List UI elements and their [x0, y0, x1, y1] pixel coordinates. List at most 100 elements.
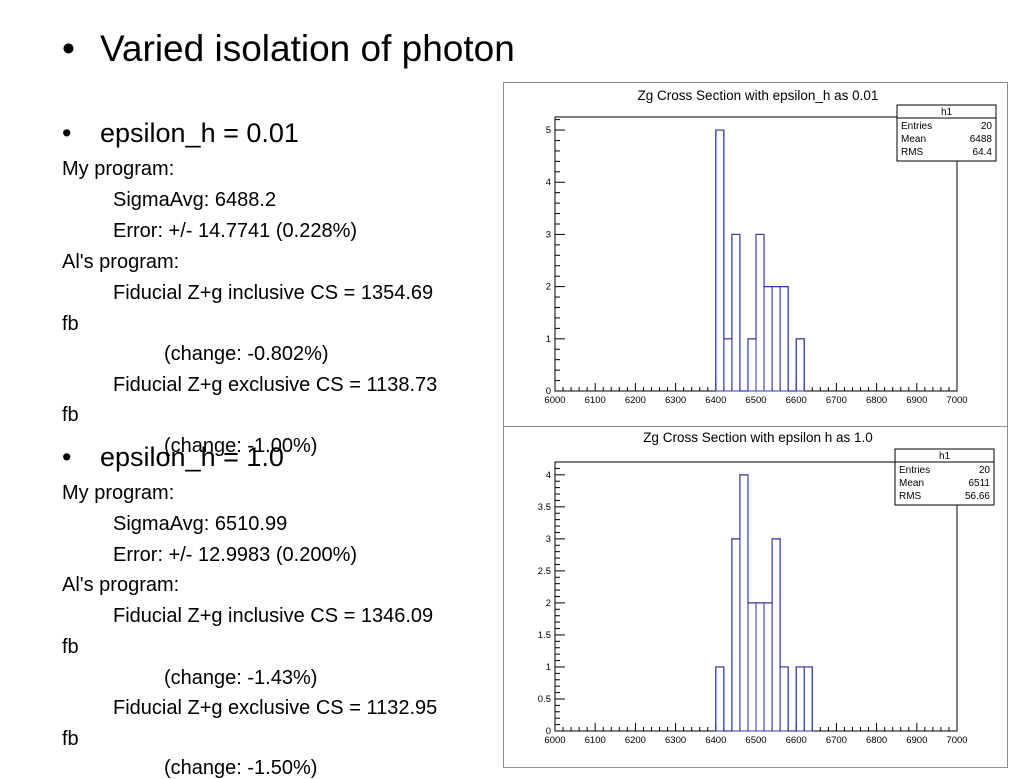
- x-tick-label: 6700: [826, 395, 847, 406]
- histogram-bin: [715, 129, 725, 392]
- histogram-bin: [731, 538, 741, 732]
- y-tick-label: 0: [546, 726, 551, 737]
- y-tick-label: 0: [546, 386, 551, 397]
- y-tick-label: 0.5: [538, 694, 551, 705]
- section-2-heading-text: epsilon_h = 1.0: [100, 442, 284, 472]
- stats-label: Entries: [901, 121, 932, 132]
- stats-value: 64.4: [973, 147, 993, 158]
- histogram-panel-1: Zg Cross Section with epsilon_h as 0.01 6…: [503, 82, 1008, 427]
- x-tick-label: 7000: [946, 395, 967, 406]
- x-tick-label: 6000: [544, 735, 565, 746]
- x-tick-label: 6800: [866, 735, 887, 746]
- stats-value: 6511: [968, 478, 990, 489]
- histogram-bin: [747, 602, 757, 732]
- y-tick-label: 1.5: [538, 630, 551, 641]
- histogram-bin: [715, 666, 725, 732]
- bullet-icon: •: [62, 442, 72, 472]
- stats-label: RMS: [899, 491, 922, 502]
- x-tick-label: 6900: [906, 395, 927, 406]
- x-tick-label: 6300: [665, 735, 686, 746]
- section-1-heading-text: epsilon_h = 0.01: [100, 118, 299, 148]
- y-tick-label: 2.5: [538, 566, 551, 577]
- histogram-bin: [731, 233, 741, 392]
- y-tick-label: 4: [546, 177, 551, 188]
- error-value: Error: +/- 14.7741 (0.228%): [113, 220, 358, 242]
- y-tick-label: 3: [546, 534, 551, 545]
- histogram-bin: [747, 338, 757, 392]
- histogram-bin: [755, 233, 765, 392]
- y-tick-label: 3.5: [538, 502, 551, 513]
- x-tick-label: 6700: [826, 735, 847, 746]
- x-tick-label: 6000: [544, 395, 565, 406]
- histogram-bin: [795, 338, 805, 392]
- exclusive-change: (change: -1.50%): [164, 757, 318, 779]
- stats-box: [896, 104, 997, 162]
- exclusive-cs: Fiducial Z+g exclusive CS = 1138.73: [113, 374, 438, 396]
- y-tick-label: 4: [546, 470, 551, 481]
- x-tick-label: 7000: [946, 735, 967, 746]
- als-program-label: Al's program:: [62, 574, 180, 596]
- slide-title-text: Varied isolation of photon: [100, 28, 515, 69]
- chart-title: Zg Cross Section with epsilon_h as 0.01: [638, 88, 879, 103]
- stats-label: RMS: [901, 147, 924, 158]
- slide-title: • Varied isolation of photon: [62, 28, 515, 70]
- x-tick-label: 6500: [745, 735, 766, 746]
- section-2-heading: • epsilon_h = 1.0: [62, 442, 284, 473]
- histogram-bin: [795, 666, 805, 732]
- sigma-avg: SigmaAvg: 6488.2: [113, 189, 277, 211]
- stats-label: Entries: [899, 465, 930, 476]
- stats-name: h1: [939, 451, 951, 462]
- inclusive-unit: fb: [62, 636, 79, 658]
- histogram-bin: [723, 338, 733, 392]
- x-tick-label: 6400: [705, 735, 726, 746]
- stats-name: h1: [941, 107, 953, 118]
- inclusive-unit: fb: [62, 313, 79, 335]
- stats-box: [894, 448, 995, 506]
- sigma-avg: SigmaAvg: 6510.99: [113, 513, 288, 535]
- als-program-label: Al's program:: [62, 251, 180, 273]
- x-tick-label: 6600: [786, 735, 807, 746]
- y-tick-label: 5: [546, 125, 551, 136]
- histogram-bin: [763, 286, 773, 392]
- exclusive-cs: Fiducial Z+g exclusive CS = 1132.95: [113, 697, 438, 719]
- histogram-bin: [779, 666, 789, 732]
- stats-value: 6488: [970, 134, 993, 145]
- histogram-chart-2: Zg Cross Section with epsilon h as 1.0 60…: [538, 430, 995, 746]
- x-tick-label: 6800: [866, 395, 887, 406]
- inclusive-change: (change: -1.43%): [164, 667, 318, 689]
- bullet-icon: •: [62, 28, 75, 69]
- stats-value: 56.66: [965, 491, 990, 502]
- x-tick-label: 6200: [625, 735, 646, 746]
- stats-label: Mean: [901, 134, 926, 145]
- stats-value: 20: [981, 121, 993, 132]
- exclusive-change: (change: -1.00%): [164, 435, 318, 457]
- histogram-panel-2: Zg Cross Section with epsilon h as 1.0 60…: [503, 426, 1008, 768]
- x-tick-label: 6100: [585, 735, 606, 746]
- x-tick-label: 6600: [786, 395, 807, 406]
- section-1-heading: • epsilon_h = 0.01: [62, 118, 299, 149]
- bullet-icon: •: [62, 118, 72, 148]
- x-tick-label: 6900: [906, 735, 927, 746]
- x-tick-label: 6500: [745, 395, 766, 406]
- y-tick-label: 2: [546, 282, 551, 293]
- y-tick-label: 1: [546, 334, 551, 345]
- histogram-bin: [779, 286, 789, 392]
- inclusive-cs: Fiducial Z+g inclusive CS = 1346.09: [113, 605, 434, 627]
- histogram-bin: [771, 538, 781, 732]
- x-tick-label: 6200: [625, 395, 646, 406]
- inclusive-change: (change: -0.802%): [164, 343, 329, 365]
- error-value: Error: +/- 12.9983 (0.200%): [113, 544, 358, 566]
- x-tick-label: 6400: [705, 395, 726, 406]
- y-tick-label: 1: [546, 662, 551, 673]
- histogram-bin: [763, 602, 773, 732]
- stats-value: 20: [979, 465, 991, 476]
- histogram-bin: [739, 474, 749, 732]
- exclusive-unit: fb: [62, 728, 79, 750]
- my-program-label: My program:: [62, 158, 175, 180]
- histogram-bin: [771, 286, 781, 392]
- histogram-bin: [803, 666, 813, 732]
- x-tick-label: 6300: [665, 395, 686, 406]
- histogram-bin: [755, 602, 765, 732]
- y-tick-label: 2: [546, 598, 551, 609]
- histogram-chart-1: Zg Cross Section with epsilon_h as 0.01 6…: [544, 88, 997, 406]
